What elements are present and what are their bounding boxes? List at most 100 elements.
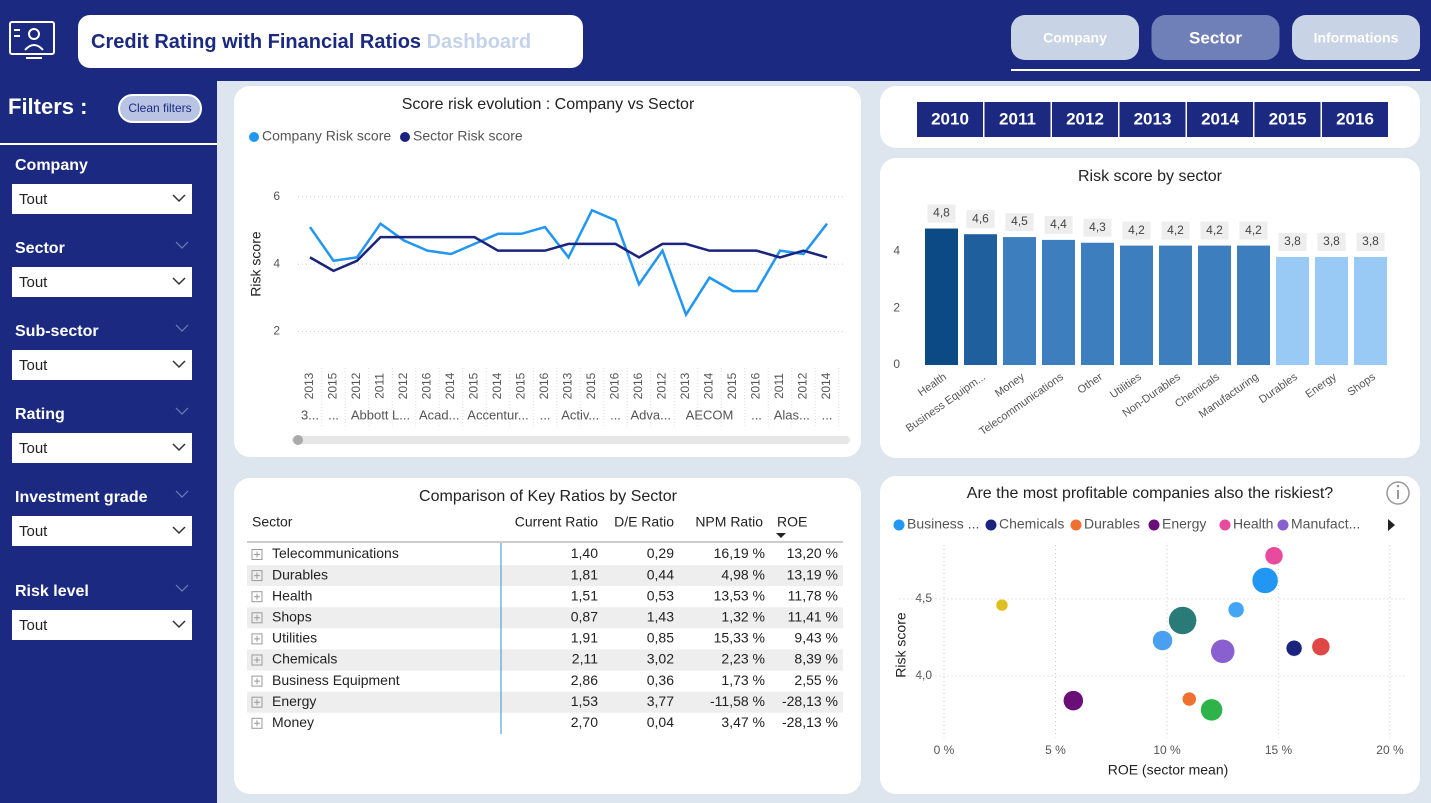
dropdown[interactable]	[12, 516, 192, 546]
clear-button-label[interactable]: Clean filters	[128, 101, 191, 115]
dropdown-value[interactable]: Tout	[19, 274, 48, 291]
year-label[interactable]: 2012	[1066, 109, 1104, 128]
bar	[964, 234, 997, 365]
value-label-bg	[1044, 215, 1073, 234]
year-button[interactable]	[984, 102, 1051, 137]
year-button[interactable]	[1254, 102, 1321, 137]
dropdown-value[interactable]: Tout	[19, 617, 48, 634]
chevron	[175, 490, 189, 498]
dropdown-value[interactable]: Tout	[19, 357, 48, 374]
table-cell: 9,43 %	[794, 630, 838, 646]
x-tick-label: 2014	[443, 372, 457, 399]
y-axis-label: Risk score	[893, 612, 909, 678]
table-cell: -28,13 %	[782, 693, 838, 709]
table-cell: 0,04	[647, 714, 674, 730]
expand-icon[interactable]	[251, 591, 263, 603]
dropdown[interactable]	[12, 184, 192, 214]
nav-tab-label[interactable]: Informations	[1314, 30, 1399, 46]
x-tick-label: 2016	[631, 372, 645, 399]
x-tick-label: 2016	[537, 372, 551, 399]
scatter-point[interactable]	[1152, 630, 1173, 651]
x-tick-label: 2013	[302, 372, 316, 399]
nav-tab[interactable]	[1011, 15, 1139, 60]
expand-icon[interactable]	[251, 696, 263, 708]
panel	[234, 86, 861, 457]
x-tick-label: 20 %	[1376, 743, 1404, 757]
year-button[interactable]	[1119, 102, 1186, 137]
expand-icon[interactable]	[251, 633, 263, 645]
dropdown[interactable]	[12, 433, 192, 463]
year-label[interactable]: 2016	[1336, 109, 1374, 128]
scatter-point[interactable]	[1227, 601, 1245, 618]
year-label[interactable]: 2011	[999, 109, 1036, 128]
x-tick-label: 2011	[373, 373, 387, 399]
scatter-point[interactable]	[1063, 690, 1084, 711]
nav-tab-label[interactable]: Company	[1043, 30, 1107, 46]
chart-title: Score risk evolution : Company vs Sector	[402, 96, 695, 113]
scatter-point[interactable]	[1210, 639, 1235, 664]
year-button[interactable]	[917, 102, 983, 137]
table-cell: 1,81	[571, 566, 598, 582]
year-button[interactable]	[1052, 102, 1118, 137]
scatter-point[interactable]	[1285, 639, 1303, 657]
scatter-point[interactable]	[1264, 546, 1284, 566]
x-tick-label: 5 %	[1045, 743, 1066, 757]
clear-button[interactable]	[118, 94, 202, 123]
table-cell: 2,11	[572, 651, 598, 667]
table-cell: 0,44	[647, 566, 674, 582]
table-cell: Energy	[272, 693, 316, 709]
value-label-bg	[1317, 232, 1346, 251]
table-cell: 16,19 %	[714, 545, 765, 561]
nav-tab[interactable]	[1151, 15, 1280, 60]
expand-icon[interactable]	[251, 654, 263, 666]
y-tick-label: 2	[893, 300, 900, 314]
x-tick-label: 2016	[749, 372, 763, 399]
dropdown[interactable]	[12, 267, 192, 297]
bar	[1120, 245, 1153, 365]
scatter-point[interactable]	[1251, 567, 1279, 594]
dropdown-value[interactable]: Tout	[19, 191, 48, 208]
scatter-point[interactable]	[1168, 606, 1197, 635]
info-icon[interactable]	[1386, 481, 1410, 505]
nav-tab[interactable]	[1292, 15, 1420, 60]
year-label[interactable]: 2015	[1269, 109, 1307, 128]
expand-plus	[254, 572, 260, 579]
value-label: 4,2	[1167, 223, 1184, 237]
dropdown[interactable]	[12, 610, 192, 640]
legend-label: Chemicals	[999, 516, 1064, 532]
series-line	[309, 235, 828, 273]
scatter-point[interactable]	[1182, 691, 1197, 707]
scatter-point[interactable]	[1311, 637, 1331, 656]
filter-label: Sub-sector	[15, 323, 99, 340]
group-label: AECOM	[686, 407, 734, 422]
value-label-bg	[1083, 218, 1112, 237]
year-label[interactable]: 2010	[931, 109, 969, 128]
year-button[interactable]	[1322, 102, 1388, 137]
expand-icon[interactable]	[251, 675, 263, 687]
year-label[interactable]: 2013	[1134, 109, 1172, 128]
expand-icon[interactable]	[251, 570, 263, 582]
value-label: 4,2	[1206, 223, 1223, 237]
y-tick-label: 0	[893, 357, 900, 371]
expand-icon[interactable]	[251, 717, 263, 729]
bar	[1315, 256, 1348, 365]
expand-icon[interactable]	[251, 612, 263, 624]
x-tick-label: 2015	[514, 372, 528, 399]
series-line	[308, 208, 828, 318]
year-button[interactable]	[1187, 102, 1253, 137]
scrollbar-thumb[interactable]	[293, 435, 303, 445]
nav-tab-label[interactable]: Sector	[1189, 28, 1242, 47]
dropdown[interactable]	[12, 350, 192, 380]
year-label[interactable]: 2014	[1201, 109, 1239, 128]
scatter-point[interactable]	[1200, 698, 1223, 722]
scatter-point[interactable]	[995, 598, 1009, 612]
filter-label: Company	[15, 157, 88, 174]
legend-next[interactable]	[1388, 519, 1395, 531]
group-label: Activ...	[561, 407, 599, 422]
value-label: 4,2	[1128, 223, 1145, 237]
value-label-bg	[1200, 221, 1229, 240]
expand-icon[interactable]	[251, 549, 263, 560]
dropdown-value[interactable]: Tout	[19, 523, 48, 540]
title-suffix: Dashboard	[427, 31, 531, 53]
dropdown-value[interactable]: Tout	[19, 440, 48, 457]
